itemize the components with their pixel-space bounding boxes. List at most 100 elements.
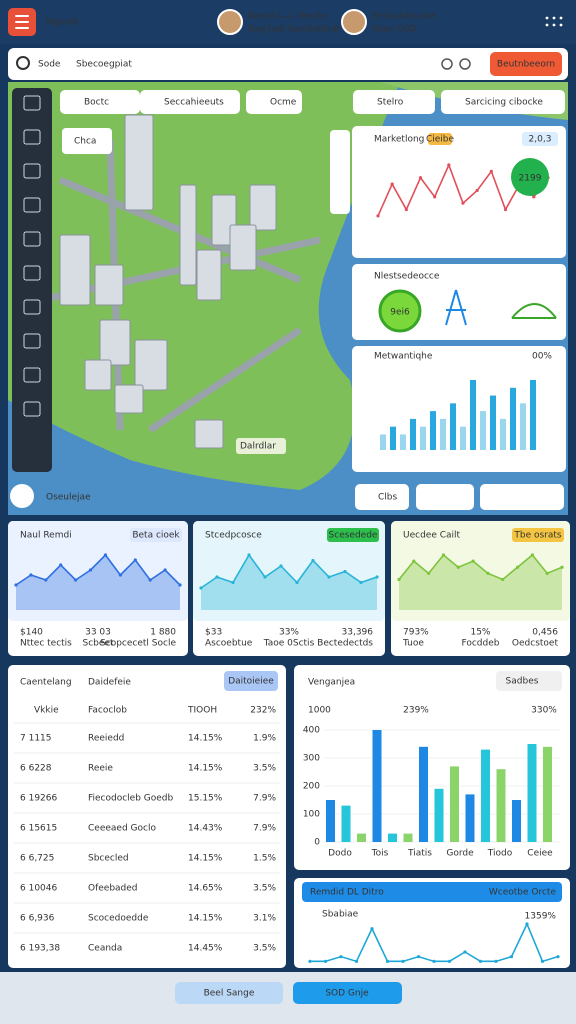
table-subtitle: Daidefeie (88, 678, 131, 688)
tool-icon[interactable] (23, 333, 41, 349)
area (399, 555, 562, 610)
x-tick-label: Dodo (328, 849, 352, 859)
bar (496, 769, 506, 842)
trend-title: Remdid DL Ditro (310, 888, 384, 898)
point (231, 580, 235, 585)
search-button-label[interactable]: Beutnbeeorn (497, 60, 555, 70)
filter-label[interactable]: Seccahieeuts (164, 98, 224, 108)
map-chip-label[interactable]: Clbs (378, 493, 397, 503)
map-button[interactable] (480, 484, 564, 510)
stat-value: 33 03 (85, 628, 111, 638)
filter-label[interactable]: Boctc (84, 98, 109, 108)
tool-icon[interactable] (23, 231, 41, 247)
bar (527, 744, 537, 842)
kpi-circle (378, 289, 422, 333)
point (247, 553, 251, 557)
stat-value: $33 (205, 628, 222, 638)
filter-label[interactable]: Ocme (270, 98, 297, 108)
tool-icon[interactable] (23, 95, 41, 111)
point (486, 571, 490, 575)
tool-icon[interactable] (23, 197, 41, 213)
card-title: Naul Remdi (20, 531, 72, 541)
table-cell: 14.45% (188, 944, 223, 954)
tool-icon[interactable] (23, 129, 41, 145)
filter-chip[interactable] (441, 90, 565, 114)
footer-button[interactable] (293, 982, 402, 1004)
point (14, 583, 18, 587)
table-cell: 14.15% (188, 734, 223, 744)
bar (470, 380, 476, 450)
table-cell: Scocedoedde (88, 914, 149, 924)
search-input[interactable]: Sbecoegpiat (76, 60, 132, 70)
point (463, 950, 467, 954)
bar (480, 411, 486, 450)
tool-icon[interactable] (23, 401, 41, 417)
tool-icon[interactable] (23, 299, 41, 315)
tool-icon[interactable] (23, 265, 41, 281)
point (489, 169, 493, 173)
building (134, 339, 168, 391)
menu-icon (15, 21, 29, 23)
tool-icon[interactable] (23, 163, 41, 179)
point (308, 959, 312, 963)
point (339, 955, 343, 959)
stat-value: 33% (279, 628, 299, 638)
point (418, 176, 423, 180)
point (133, 558, 137, 562)
footer-button-label[interactable]: Beel Sange (204, 989, 255, 999)
table-cell: 3.1% (253, 914, 276, 924)
y-tick-label: 200 (303, 782, 320, 792)
table-button-label[interactable]: Daitoieiee (228, 677, 274, 687)
table-cell: Ceanda (88, 944, 122, 954)
bar (465, 794, 475, 842)
point (397, 577, 401, 582)
badge-label: Scesedede (329, 531, 378, 541)
point (215, 575, 219, 579)
point (359, 580, 363, 585)
point (103, 553, 108, 557)
chart-button[interactable] (496, 671, 562, 691)
building (124, 114, 154, 211)
trend-label: Sbabiae (322, 910, 359, 920)
filter-chip[interactable] (246, 90, 302, 114)
point (323, 959, 328, 963)
table-cell: 14.15% (188, 764, 223, 774)
point (471, 559, 475, 563)
filter-chip[interactable] (140, 90, 240, 114)
trend-button[interactable]: Wceotbe Orcte (489, 888, 557, 898)
filter-chip[interactable] (353, 90, 435, 114)
table-cell: Sbcecled (88, 854, 129, 864)
table-cell: 15.15% (188, 794, 223, 804)
search-button[interactable] (490, 52, 562, 76)
icon-bridge (511, 303, 557, 319)
tool-icon[interactable] (23, 367, 41, 383)
card-title: Uecdee Cailt (403, 531, 461, 541)
chart-title: Venganjea (308, 678, 355, 688)
user-name: Bamd l—l- Decde (248, 12, 326, 22)
bar (341, 805, 351, 842)
bar (420, 426, 426, 450)
point (447, 163, 451, 167)
chart-button-label[interactable]: Sadbes (506, 677, 539, 687)
filter-label[interactable]: Stelro (377, 98, 404, 108)
table-button[interactable] (224, 671, 278, 691)
footer-button[interactable] (175, 982, 283, 1004)
point (327, 575, 331, 579)
point (530, 553, 534, 557)
map-button[interactable] (416, 484, 474, 510)
table-cell: 14.15% (188, 914, 223, 924)
stat-label: Scbeet (83, 639, 114, 649)
bar (510, 387, 516, 450)
avatar (217, 9, 243, 35)
point (390, 182, 394, 186)
bar (390, 426, 396, 450)
bar (490, 395, 496, 450)
chart-note: 330% (531, 706, 557, 716)
bar (430, 411, 436, 450)
filter-label[interactable]: Sarcicing cibocke (465, 98, 543, 108)
footer-button-label[interactable]: SOD Gnje (325, 989, 369, 999)
filter-chip[interactable] (60, 90, 140, 114)
map-button[interactable] (355, 484, 409, 510)
point (148, 578, 152, 582)
